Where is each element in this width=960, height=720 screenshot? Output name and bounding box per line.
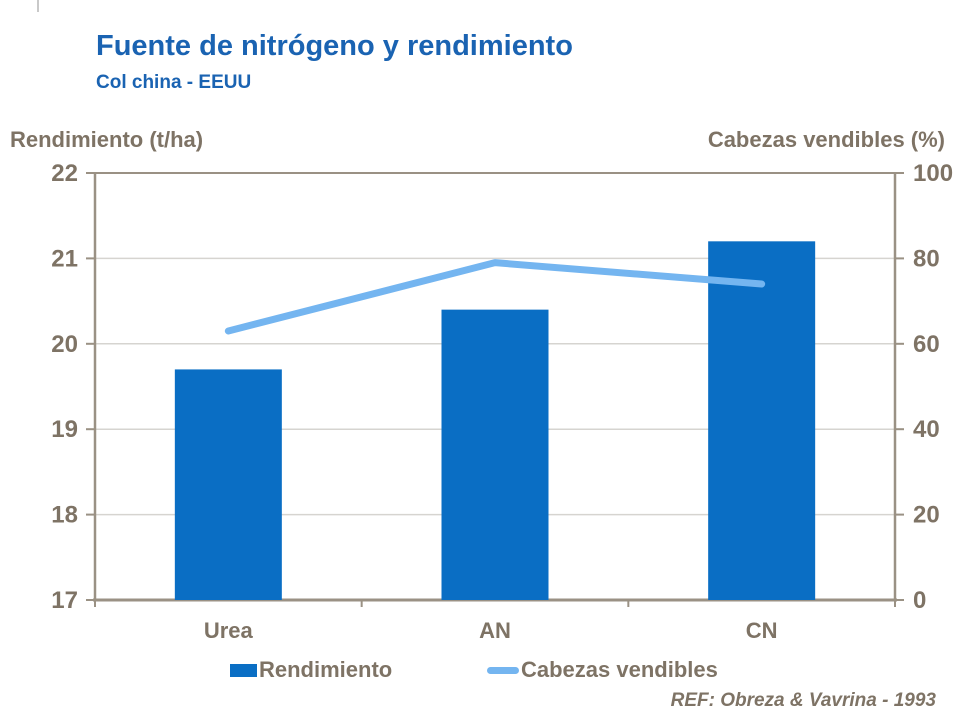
left-tick-label: 21 — [51, 245, 78, 272]
right-tick-label: 100 — [913, 160, 953, 187]
right-tick-label: 60 — [913, 331, 940, 358]
left-tick-label: 19 — [51, 416, 78, 443]
left-axis-title: Rendimiento (t/ha) — [10, 127, 204, 152]
legend-item-cabezas-vendibles: Cabezas vendibles — [487, 656, 718, 684]
legend-label: Rendimiento — [259, 657, 393, 682]
right-tick-label: 40 — [913, 416, 940, 443]
legend-item-rendimiento: Rendimiento — [230, 656, 392, 684]
bar-an — [441, 309, 549, 600]
right-tick-label: 0 — [913, 587, 926, 614]
reference-citation: REF: Obreza & Vavrina - 1993 — [670, 690, 936, 711]
line-cabezas-vendibles — [224, 259, 766, 335]
chart-subtitle: Col china - EEUU — [96, 72, 252, 93]
legend-label: Cabezas vendibles — [521, 657, 718, 682]
right-axis-title: Cabezas vendibles (%) — [707, 127, 945, 152]
slide-edge-mark — [37, 0, 39, 12]
category-label: Urea — [204, 618, 254, 643]
category-label: AN — [479, 618, 511, 643]
bar-cn — [708, 241, 816, 600]
bar-swatch-icon — [230, 663, 257, 677]
bar-urea — [174, 369, 282, 600]
chart-legend: Rendimiento Cabezas vendibles — [0, 656, 960, 684]
left-tick-label: 20 — [51, 331, 78, 358]
right-tick-label: 80 — [913, 245, 940, 272]
left-tick-label: 22 — [51, 160, 78, 187]
left-tick-label: 18 — [51, 502, 78, 529]
right-tick-label: 20 — [913, 502, 940, 529]
left-tick-label: 17 — [51, 587, 78, 614]
chart-title: Fuente de nitrógeno y rendimiento — [96, 30, 573, 62]
category-label: CN — [746, 618, 778, 643]
line-swatch-icon — [487, 666, 519, 674]
